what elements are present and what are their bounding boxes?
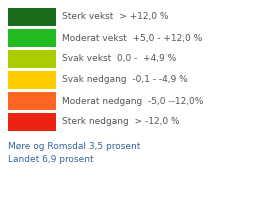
Text: Svak vekst  0,0 -  +4,9 %: Svak vekst 0,0 - +4,9 %: [62, 55, 176, 63]
Text: Sterk nedgang  > -12,0 %: Sterk nedgang > -12,0 %: [62, 118, 180, 126]
FancyBboxPatch shape: [8, 71, 56, 89]
Text: Sterk vekst  > +12,0 %: Sterk vekst > +12,0 %: [62, 13, 168, 21]
Text: Moderat vekst  +5,0 - +12,0 %: Moderat vekst +5,0 - +12,0 %: [62, 34, 202, 42]
Text: Svak nedgang  -0,1 - -4,9 %: Svak nedgang -0,1 - -4,9 %: [62, 76, 188, 84]
FancyBboxPatch shape: [8, 113, 56, 131]
FancyBboxPatch shape: [8, 29, 56, 47]
Text: Møre og Romsdal 3,5 prosent: Møre og Romsdal 3,5 prosent: [8, 142, 140, 151]
FancyBboxPatch shape: [8, 92, 56, 110]
Text: Landet 6,9 prosent: Landet 6,9 prosent: [8, 155, 94, 164]
FancyBboxPatch shape: [8, 50, 56, 68]
Text: Moderat nedgang  -5,0 --12,0%: Moderat nedgang -5,0 --12,0%: [62, 97, 203, 105]
FancyBboxPatch shape: [8, 8, 56, 26]
